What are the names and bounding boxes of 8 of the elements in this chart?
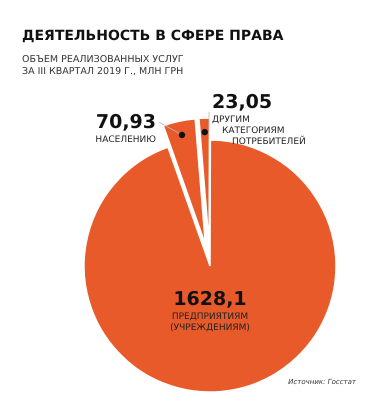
data-label: 1628,1 bbox=[173, 288, 247, 310]
slice-label: НАСЕЛЕНИЮ bbox=[95, 135, 156, 145]
chart-title: ДЕЯТЕЛЬНОСТЬ В СФЕРЕ ПРАВА bbox=[22, 28, 284, 44]
chart-subtitle: ОБЪЕМ РЕАЛИЗОВАННЫХ УСЛУГ ЗА III КВАРТАЛ 2019 Г., МЛН ГРН bbox=[22, 54, 184, 77]
slice-label: ПРЕДПРИЯТИЯМ (УЧРЕЖДЕНИЯМ) bbox=[170, 312, 250, 333]
slice-label: ДРУГИМ КАТЕГОРИЯМ ПОТРЕБИТЕЛЕЙ bbox=[212, 115, 306, 147]
data-label: 70,93 bbox=[96, 111, 156, 133]
data-label: 23,05 bbox=[212, 91, 272, 113]
